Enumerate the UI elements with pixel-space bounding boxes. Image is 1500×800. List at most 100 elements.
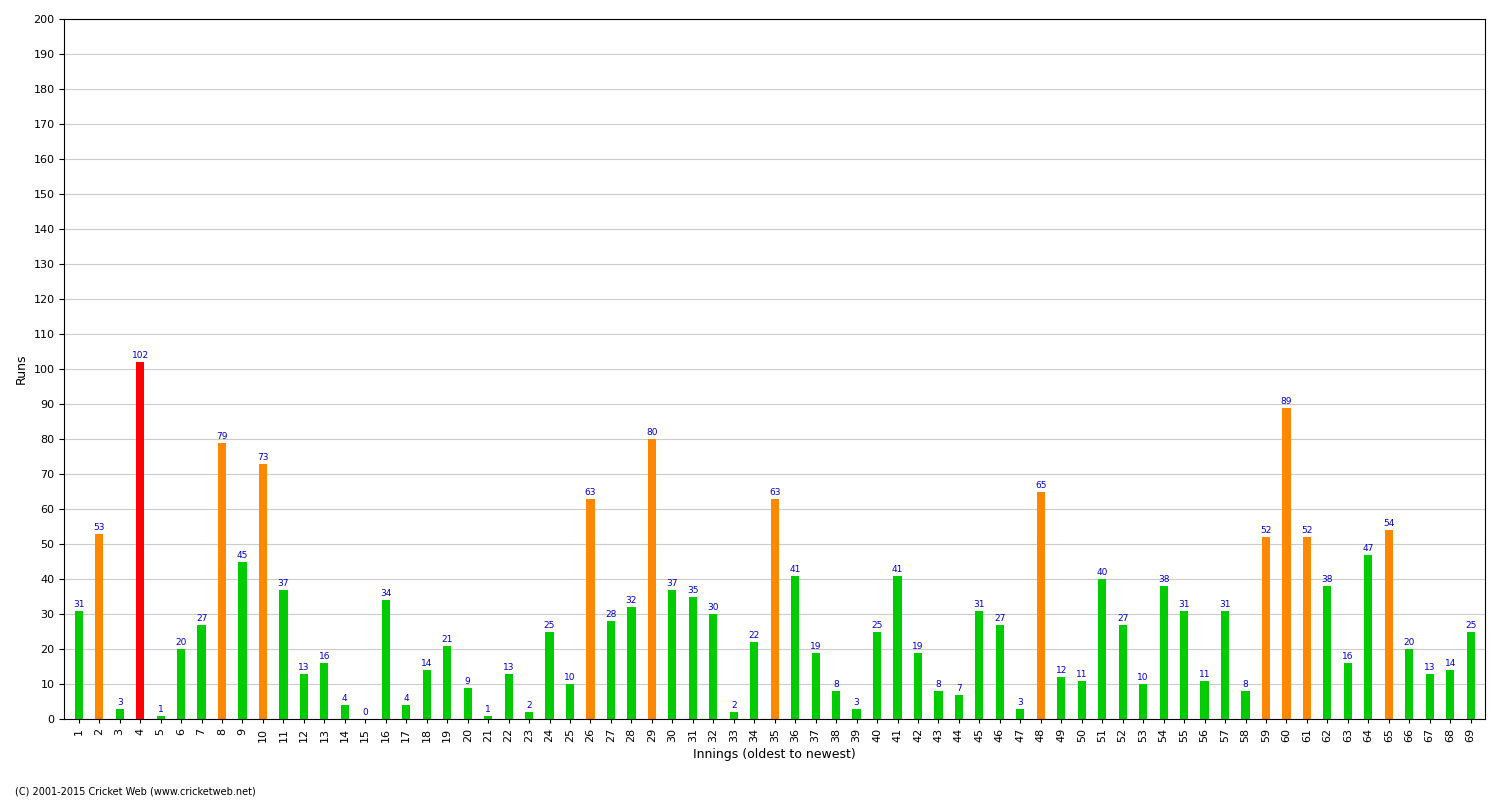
Text: 63: 63 bbox=[585, 488, 596, 497]
Bar bbox=[1406, 649, 1413, 719]
Text: 79: 79 bbox=[216, 432, 228, 441]
Text: 2: 2 bbox=[730, 702, 736, 710]
Bar bbox=[648, 439, 656, 719]
Text: 89: 89 bbox=[1281, 397, 1292, 406]
Text: 25: 25 bbox=[871, 621, 882, 630]
Bar bbox=[1344, 663, 1352, 719]
Y-axis label: Runs: Runs bbox=[15, 354, 28, 384]
Text: 47: 47 bbox=[1362, 544, 1374, 553]
Text: 7: 7 bbox=[956, 684, 962, 693]
Text: 1: 1 bbox=[158, 705, 164, 714]
Text: (C) 2001-2015 Cricket Web (www.cricketweb.net): (C) 2001-2015 Cricket Web (www.cricketwe… bbox=[15, 786, 255, 796]
Bar bbox=[504, 674, 513, 719]
Bar bbox=[525, 712, 532, 719]
Bar bbox=[1425, 674, 1434, 719]
Text: 14: 14 bbox=[422, 659, 432, 669]
Bar bbox=[546, 632, 554, 719]
Bar bbox=[894, 576, 902, 719]
Text: 0: 0 bbox=[363, 709, 368, 718]
Bar bbox=[260, 464, 267, 719]
Text: 8: 8 bbox=[1242, 681, 1248, 690]
Text: 3: 3 bbox=[117, 698, 123, 707]
Text: 65: 65 bbox=[1035, 481, 1047, 490]
Bar bbox=[156, 716, 165, 719]
Text: 4: 4 bbox=[342, 694, 348, 703]
Text: 73: 73 bbox=[256, 453, 268, 462]
Text: 31: 31 bbox=[1220, 600, 1232, 609]
Bar bbox=[177, 649, 184, 719]
Text: 20: 20 bbox=[1404, 638, 1414, 647]
Text: 31: 31 bbox=[974, 600, 986, 609]
Text: 38: 38 bbox=[1158, 575, 1170, 584]
Text: 12: 12 bbox=[1056, 666, 1066, 675]
Text: 13: 13 bbox=[298, 663, 309, 672]
Text: 10: 10 bbox=[1137, 674, 1149, 682]
Text: 45: 45 bbox=[237, 551, 248, 560]
Bar bbox=[136, 362, 144, 719]
Bar bbox=[914, 653, 922, 719]
Text: 3: 3 bbox=[853, 698, 859, 707]
Bar bbox=[1364, 554, 1372, 719]
Text: 22: 22 bbox=[748, 631, 760, 640]
Text: 2: 2 bbox=[526, 702, 532, 710]
Bar bbox=[1160, 586, 1167, 719]
Bar bbox=[1282, 407, 1290, 719]
Text: 11: 11 bbox=[1076, 670, 1088, 679]
Text: 32: 32 bbox=[626, 596, 638, 606]
Text: 13: 13 bbox=[503, 663, 515, 672]
Text: 19: 19 bbox=[912, 642, 924, 651]
Bar bbox=[1138, 684, 1148, 719]
Text: 19: 19 bbox=[810, 642, 822, 651]
Text: 35: 35 bbox=[687, 586, 699, 595]
Text: 27: 27 bbox=[1118, 614, 1128, 623]
Text: 10: 10 bbox=[564, 674, 576, 682]
Text: 4: 4 bbox=[404, 694, 410, 703]
Text: 34: 34 bbox=[380, 590, 392, 598]
Bar bbox=[873, 632, 880, 719]
Text: 14: 14 bbox=[1444, 659, 1456, 669]
Bar bbox=[1058, 677, 1065, 719]
Bar bbox=[321, 663, 328, 719]
Bar bbox=[1323, 586, 1332, 719]
Text: 54: 54 bbox=[1383, 519, 1395, 528]
Bar bbox=[1467, 632, 1474, 719]
Bar bbox=[710, 614, 717, 719]
Text: 8: 8 bbox=[936, 681, 942, 690]
Bar bbox=[1098, 579, 1107, 719]
Text: 52: 52 bbox=[1300, 526, 1312, 535]
Bar bbox=[381, 600, 390, 719]
Text: 16: 16 bbox=[1342, 653, 1353, 662]
Bar bbox=[608, 621, 615, 719]
Text: 16: 16 bbox=[318, 653, 330, 662]
Bar bbox=[340, 705, 350, 719]
Bar bbox=[729, 712, 738, 719]
Bar bbox=[402, 705, 411, 719]
Text: 41: 41 bbox=[789, 565, 801, 574]
Bar bbox=[1036, 492, 1046, 719]
Bar bbox=[442, 646, 452, 719]
Bar bbox=[627, 607, 636, 719]
Text: 1: 1 bbox=[486, 705, 490, 714]
Text: 52: 52 bbox=[1260, 526, 1272, 535]
Bar bbox=[996, 625, 1004, 719]
Text: 20: 20 bbox=[176, 638, 188, 647]
Text: 13: 13 bbox=[1424, 663, 1436, 672]
Text: 80: 80 bbox=[646, 428, 657, 438]
Bar bbox=[464, 688, 471, 719]
Bar bbox=[669, 590, 676, 719]
Bar bbox=[300, 674, 307, 719]
Text: 102: 102 bbox=[132, 351, 148, 360]
Text: 25: 25 bbox=[544, 621, 555, 630]
Text: 41: 41 bbox=[892, 565, 903, 574]
Bar bbox=[771, 498, 778, 719]
Bar bbox=[1016, 709, 1025, 719]
Bar bbox=[566, 684, 574, 719]
Bar bbox=[934, 691, 942, 719]
Bar bbox=[956, 694, 963, 719]
Text: 30: 30 bbox=[708, 603, 718, 612]
Text: 63: 63 bbox=[770, 488, 780, 497]
Bar bbox=[586, 498, 594, 719]
Text: 38: 38 bbox=[1322, 575, 1334, 584]
Bar bbox=[790, 576, 800, 719]
Bar bbox=[423, 670, 430, 719]
